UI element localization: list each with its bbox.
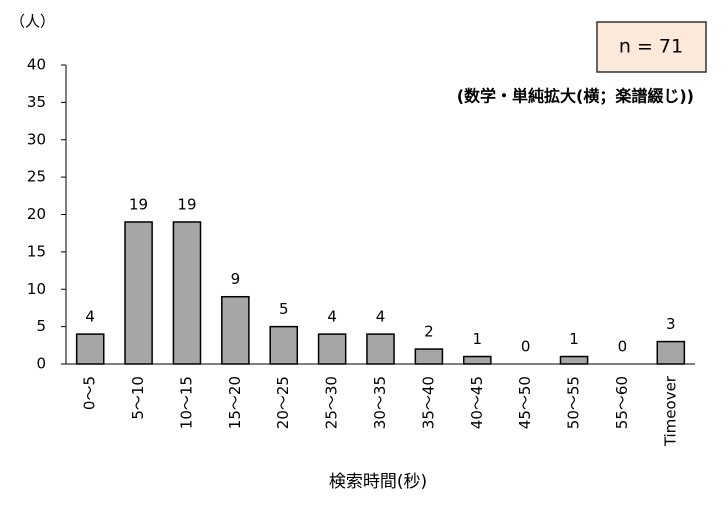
bar: [366, 333, 395, 365]
y-tick-label: 15: [27, 242, 46, 260]
bar: [172, 221, 202, 365]
x-tick-label: 40～45: [468, 376, 486, 429]
y-tick-label: 30: [27, 130, 46, 148]
bar: [656, 340, 686, 365]
y-tick-label: 10: [27, 280, 46, 298]
bar: [414, 348, 444, 365]
data-label: 4: [376, 308, 386, 326]
y-axis-label: （人）: [10, 13, 55, 31]
x-axis-label: 検索時間(秒): [329, 472, 427, 492]
x-tick-label: 25～30: [323, 376, 341, 429]
data-label: 19: [129, 195, 148, 213]
bar: [124, 221, 153, 365]
data-label: 0: [618, 338, 628, 356]
y-tick-label: 35: [27, 93, 46, 111]
data-label: 9: [231, 270, 241, 288]
x-tick-label: Timeover: [661, 375, 679, 447]
data-label: 1: [472, 330, 482, 348]
bar: [75, 333, 105, 365]
bar: [317, 333, 347, 365]
x-tick-label: 0～5: [81, 376, 99, 410]
bar: [269, 325, 299, 365]
data-label: 4: [327, 308, 337, 326]
x-tick-label: 30～35: [371, 376, 389, 429]
x-tick-label: 10～15: [177, 376, 195, 429]
x-tick-label: 20～25: [274, 376, 292, 429]
data-label: 3: [666, 315, 676, 333]
y-tick-label: 40: [27, 56, 46, 74]
data-label: 2: [424, 323, 434, 341]
x-tick-label: 5～10: [129, 376, 147, 420]
x-tick-label: 55～60: [613, 376, 631, 429]
bar: [462, 355, 492, 365]
annotation: n = 71: [619, 36, 683, 58]
y-tick-label: 25: [27, 168, 46, 186]
x-tick-label: 45～50: [516, 376, 534, 429]
y-tick-label: 5: [36, 317, 46, 335]
data-label: 0: [521, 338, 531, 356]
bar: [221, 295, 250, 365]
x-tick-label: 50～55: [565, 376, 583, 429]
subtitle: (数学・単純拡大(横；楽譜綴じ)): [457, 87, 694, 106]
annotation-box: [596, 21, 707, 73]
data-label: 19: [177, 195, 196, 213]
bar: [559, 355, 589, 365]
data-label: 4: [85, 308, 95, 326]
y-tick-label: 20: [27, 205, 46, 223]
y-tick-label: 0: [36, 355, 46, 373]
x-tick-label: 15～20: [226, 376, 244, 429]
data-label: 1: [569, 330, 579, 348]
data-label: 5: [279, 300, 289, 318]
x-tick-label: 35～40: [419, 376, 437, 429]
